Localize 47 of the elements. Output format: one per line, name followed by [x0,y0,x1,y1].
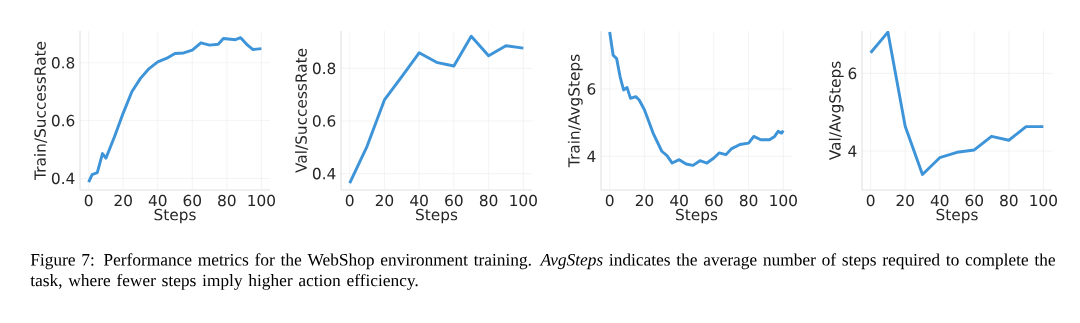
y-tick-label: 6 [848,67,857,80]
line-series [869,30,1045,176]
x-tick-label: 80 [479,194,498,207]
text: Figure 7: Performance metrics for the WebShop environment training. AvgSteps indicates the average number of steps required to complete the task, where fewer steps imply higher action efficiency. [30,253,1055,290]
x-tick-label: 80 [739,194,758,207]
x-axis-title: Steps [676,208,718,224]
x-axis-title: Steps [936,208,978,224]
x-tick-label: 0 [84,194,93,207]
x-tick-label: 40 [148,194,167,207]
x-tick-label: 40 [670,194,688,207]
line-series [348,34,525,185]
y-tick-label: 6 [587,83,596,95]
y-tick-label: 0.6 [312,115,336,127]
line-series [87,36,263,184]
x-tick-label: 100 [510,194,537,207]
x-tick-label: 20 [114,194,132,207]
x-tick-label: 60 [965,194,984,207]
x-tick-label: 20 [896,194,914,207]
x-tick-label: 60 [705,194,723,207]
y-tick-label: 0.6 [51,114,75,127]
x-tick-label: 40 [930,194,949,207]
x-tick-label: 100 [1030,194,1057,207]
x-tick-label: 0 [345,194,354,207]
y-tick-label: 4 [587,150,596,162]
y-axis-title: Train/SuccessRate [34,41,48,180]
x-tick-label: 80 [1000,194,1018,207]
x-tick-label: 20 [635,194,654,207]
x-tick-label: 40 [410,194,428,207]
y-axis-title: Val/SuccessRate [295,48,309,173]
x-tick-label: 0 [605,194,614,207]
y-tick-label: 0.8 [312,62,336,75]
x-tick-label: 80 [218,194,236,207]
x-tick-label: 60 [183,194,202,207]
y-tick-label: 0.8 [51,57,75,69]
x-tick-label: 100 [770,194,797,207]
y-tick-label: 0.4 [312,167,336,180]
x-axis-title: Steps [154,208,196,224]
y-tick-label: 0.4 [51,172,75,185]
x-tick-label: 0 [866,194,875,207]
x-axis-title: Steps [416,208,458,224]
x-tick-label: 60 [445,194,463,207]
x-tick-label: 100 [248,194,275,207]
y-axis-title: Val/AvgSteps [828,61,844,161]
y-tick-label: 4 [848,145,857,157]
y-axis-title: Train/AvgSteps [567,54,583,168]
x-tick-label: 20 [375,194,394,207]
line-series [608,30,785,167]
